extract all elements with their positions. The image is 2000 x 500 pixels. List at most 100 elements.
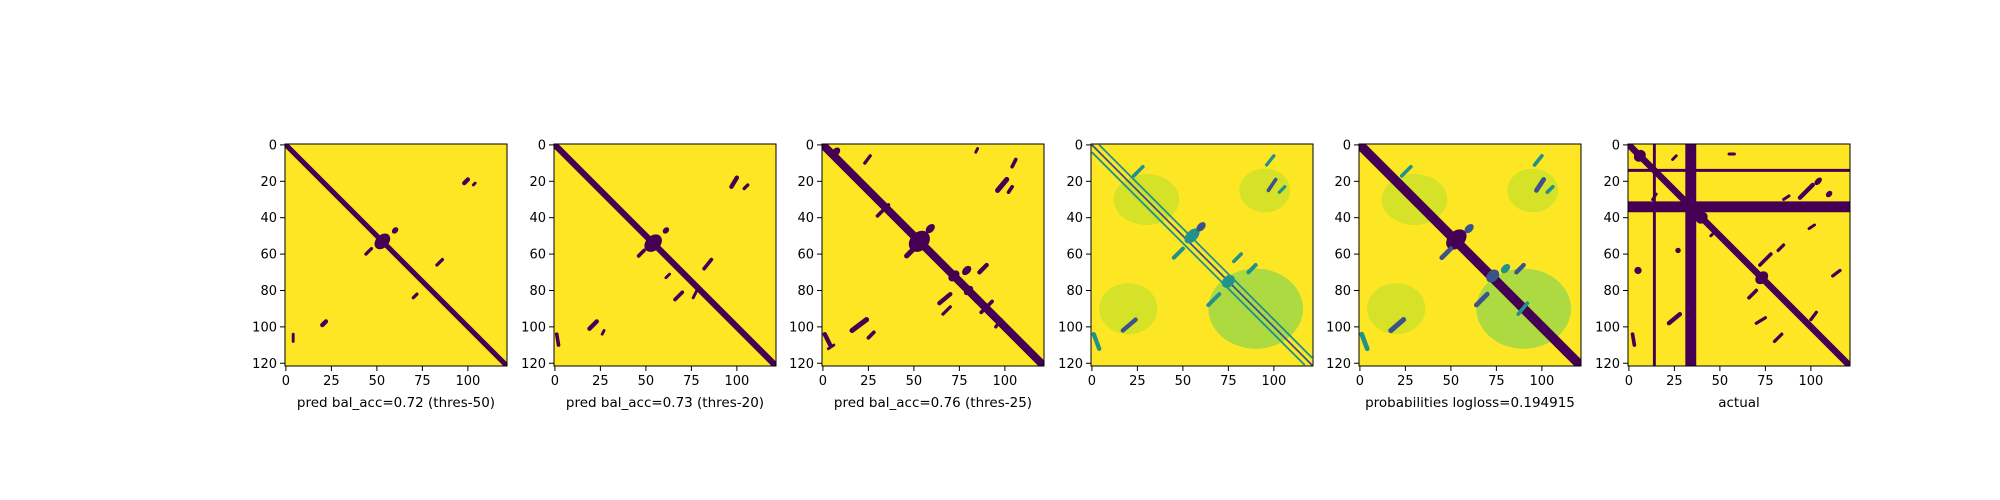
y-tick-label: 120 bbox=[1058, 357, 1083, 372]
contact-segment bbox=[1388, 317, 1407, 334]
contact-blob bbox=[831, 147, 841, 157]
x-tick-label: 100 bbox=[1529, 374, 1554, 389]
contact-segment bbox=[1206, 292, 1222, 308]
x-axis-label: pred bal_acc=0.76 (thres-25) bbox=[834, 395, 1032, 411]
y-tick-label: 0 bbox=[269, 138, 277, 153]
contact-segment bbox=[979, 299, 994, 315]
y-tick-label: 60 bbox=[797, 248, 814, 263]
contact-segment bbox=[729, 175, 740, 189]
y-tick-label: 20 bbox=[1066, 175, 1083, 190]
x-tick-label: 50 bbox=[1712, 374, 1729, 389]
x-tick-label: 100 bbox=[455, 374, 480, 389]
x-tick-label: 25 bbox=[860, 374, 877, 389]
axes-frame bbox=[1627, 143, 1851, 367]
contact-blob bbox=[925, 223, 935, 234]
x-tick-label: 25 bbox=[1397, 374, 1414, 389]
contact-segment bbox=[1651, 192, 1658, 201]
axes-frame bbox=[821, 143, 1045, 367]
diagonal-line bbox=[1098, 144, 1313, 359]
contact-blob bbox=[962, 265, 972, 276]
y-tick-label: 80 bbox=[529, 284, 546, 299]
y-tick-label: 60 bbox=[529, 248, 546, 263]
contact-segment bbox=[904, 246, 917, 259]
contact-segment bbox=[435, 257, 445, 267]
contact-blob bbox=[391, 227, 399, 234]
y-tick-label: 100 bbox=[1595, 320, 1620, 335]
y-tick-label: 60 bbox=[1603, 248, 1620, 263]
contact-segment bbox=[702, 257, 714, 271]
x-tick-label: 75 bbox=[1488, 374, 1505, 389]
contact-segment bbox=[742, 183, 750, 191]
y-tick-label: 20 bbox=[1334, 175, 1351, 190]
x-tick-label: 0 bbox=[551, 374, 559, 389]
contact-segment bbox=[1532, 154, 1544, 167]
y-tick-label: 80 bbox=[1603, 284, 1620, 299]
x-tick-label: 100 bbox=[992, 374, 1017, 389]
contact-segment bbox=[974, 147, 980, 154]
y-tick-label: 60 bbox=[1066, 248, 1083, 263]
contact-blob bbox=[662, 227, 670, 234]
x-tick-label: 0 bbox=[282, 374, 290, 389]
x-tick-label: 25 bbox=[1129, 374, 1146, 389]
y-tick-label: 20 bbox=[260, 175, 277, 190]
contact-blob bbox=[1634, 266, 1642, 275]
x-axis-label: pred bal_acc=0.72 (thres-50) bbox=[297, 395, 495, 411]
y-tick-label: 120 bbox=[252, 357, 277, 372]
y-tick-label: 40 bbox=[1603, 211, 1620, 226]
x-tick-label: 0 bbox=[1088, 374, 1096, 389]
heatmap-panel-3: 0 25 50 75 100 0 20 40 60 80 100 120 pred bal_acc=0.… bbox=[777, 136, 1054, 426]
y-tick-label: 40 bbox=[1334, 211, 1351, 226]
contact-segment bbox=[1666, 311, 1683, 326]
contact-segment bbox=[1671, 154, 1678, 161]
contact-segment bbox=[1010, 157, 1018, 169]
y-tick-label: 80 bbox=[1334, 284, 1351, 299]
contact-segment bbox=[1264, 154, 1276, 167]
x-tick-label: 0 bbox=[1625, 374, 1633, 389]
y-tick-label: 40 bbox=[260, 211, 277, 226]
y-tick-label: 100 bbox=[1326, 320, 1351, 335]
x-axis-label: actual bbox=[1718, 395, 1760, 411]
contact-segment bbox=[974, 296, 981, 303]
contact-segment bbox=[866, 330, 876, 340]
x-tick-label: 0 bbox=[1356, 374, 1364, 389]
contact-segment bbox=[1809, 310, 1818, 322]
contact-segment bbox=[1266, 177, 1278, 193]
heatmap-panel-4: 0 25 50 75 100 0 20 40 60 80 100 120 bbox=[1046, 136, 1323, 426]
contact-blob bbox=[1633, 149, 1646, 162]
contact-segment bbox=[1754, 316, 1768, 325]
contact-segment bbox=[673, 290, 685, 302]
contact-blob bbox=[1755, 271, 1769, 285]
y-tick-label: 80 bbox=[1066, 284, 1083, 299]
contact-blob bbox=[1464, 223, 1474, 234]
y-tick-label: 40 bbox=[529, 211, 546, 226]
heatmap-cells bbox=[1091, 144, 1313, 366]
heatmap-svg: 0 25 50 75 100 0 20 40 60 80 100 120 pred bal_acc=0.… bbox=[521, 138, 777, 411]
axes-frame bbox=[1090, 143, 1314, 367]
contact-segment bbox=[1545, 184, 1555, 195]
diagonal-line bbox=[1091, 144, 1313, 366]
contact-segment bbox=[1747, 288, 1759, 300]
y-tick-label: 120 bbox=[521, 357, 546, 372]
heatmap-panel-6: 0 25 50 75 100 0 20 40 60 80 100 120 actual bbox=[1583, 136, 1860, 426]
contact-blob bbox=[1675, 247, 1681, 254]
contact-segment bbox=[1709, 230, 1716, 238]
x-tick-label: 100 bbox=[724, 374, 749, 389]
y-tick-label: 120 bbox=[1595, 357, 1620, 372]
contact-segment bbox=[1758, 252, 1773, 267]
contact-segment bbox=[977, 262, 989, 275]
heatmap-cells bbox=[1628, 144, 1850, 366]
contact-segment bbox=[320, 319, 329, 328]
y-tick-label: 0 bbox=[1075, 138, 1083, 153]
contact-blob bbox=[1695, 211, 1708, 224]
contact-blob bbox=[1446, 229, 1467, 250]
contact-segment bbox=[1516, 301, 1530, 316]
heatmap-svg: 0 25 50 75 100 0 20 40 60 80 100 120 actual bbox=[1595, 138, 1851, 411]
x-axis-label: pred bal_acc=0.73 (thres-20) bbox=[566, 395, 764, 411]
contact-segment bbox=[1807, 223, 1816, 231]
contact-segment bbox=[822, 331, 833, 348]
heatmap-cells bbox=[554, 144, 776, 366]
y-tick-label: 20 bbox=[1603, 175, 1620, 190]
heatmap-cells bbox=[822, 144, 1044, 366]
diagonal-band bbox=[1359, 144, 1581, 366]
contact-segment bbox=[1277, 185, 1287, 194]
